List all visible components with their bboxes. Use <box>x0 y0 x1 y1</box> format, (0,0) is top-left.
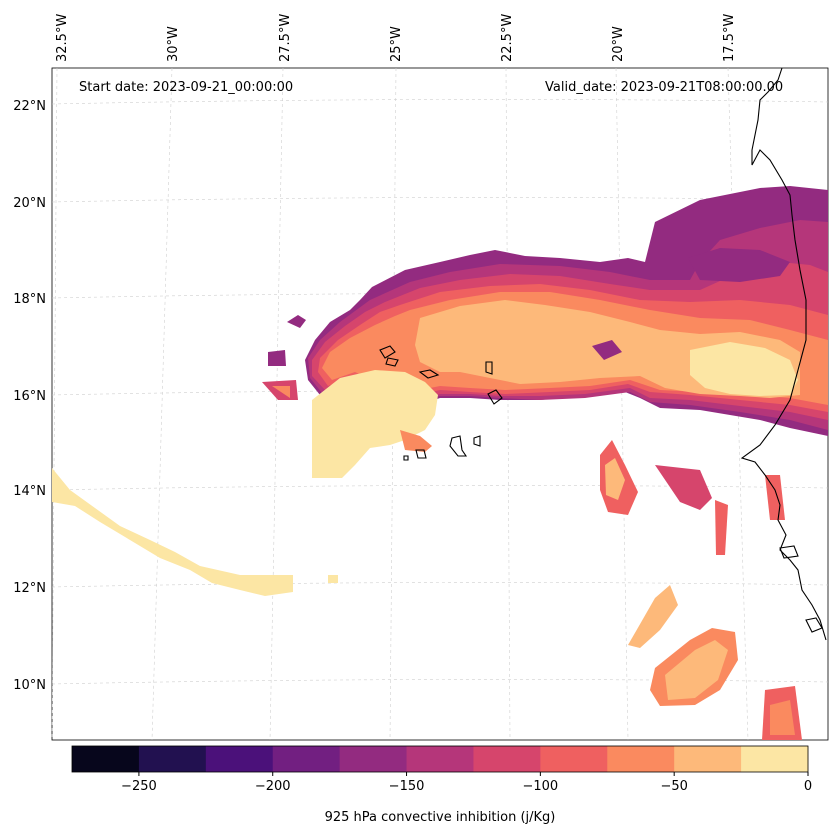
contour-region <box>715 500 728 555</box>
colorbar-swatch <box>674 746 742 772</box>
lat-label: 18°N <box>13 292 46 307</box>
contour-region <box>690 342 798 396</box>
gridline-lat <box>51 197 829 203</box>
contour-region <box>328 575 338 583</box>
gridline-lat <box>51 582 829 588</box>
contour-region <box>287 315 306 328</box>
lat-label: 20°N <box>13 196 46 211</box>
lat-label: 10°N <box>13 678 46 693</box>
start-date-label: Start date: 2023-09-21_00:00:00 <box>79 80 293 95</box>
colorbar-swatch <box>72 746 140 772</box>
gridline-lon <box>51 67 58 741</box>
island-outline <box>485 361 493 375</box>
gridline-lon <box>505 67 511 741</box>
valid-date-label: Valid_date: 2023-09-21T08:00:00.00 <box>545 80 783 95</box>
island-outline <box>487 389 503 405</box>
gridline-lat <box>51 485 829 491</box>
contour-region <box>312 370 438 478</box>
lat-label: 14°N <box>13 484 46 499</box>
colorbar-swatch <box>339 746 408 772</box>
contour-region <box>688 248 790 282</box>
contour-region <box>272 386 290 398</box>
gridline-lat <box>51 293 829 299</box>
island-outline <box>449 435 468 457</box>
contour-region <box>268 350 286 366</box>
africa-coastline <box>740 67 827 641</box>
contour-region <box>592 340 622 360</box>
lat-label: 12°N <box>13 581 46 596</box>
colorbar-tick-label: −150 <box>389 779 425 794</box>
colorbar-tick-label: −100 <box>523 779 559 794</box>
gridline-lat <box>51 99 829 105</box>
lon-label: 25°W <box>389 26 404 62</box>
cin-contours <box>52 186 828 740</box>
lat-label: 16°N <box>13 389 46 404</box>
colorbar-frame <box>71 745 809 773</box>
gridline-lon <box>151 67 173 741</box>
lat-label: 22°N <box>13 99 46 114</box>
colorbar-swatch <box>607 746 675 772</box>
lon-label: 20°W <box>611 26 626 62</box>
lon-label: 30°W <box>166 26 181 62</box>
contour-region <box>605 458 625 500</box>
colorbar-label: 925 hPa convective inhibition (j/Kg) <box>325 810 556 825</box>
latitude-labels: 22°N 20°N 18°N 16°N 14°N 12°N 10°N <box>13 99 46 693</box>
colorbar-tick-label: −50 <box>660 779 687 794</box>
coastlines <box>379 67 827 641</box>
colorbar-swatch <box>205 746 274 772</box>
colorbar-tick-label: −200 <box>255 779 291 794</box>
longitude-labels: 32.5°W 30°W 27.5°W 25°W 22.5°W 20°W 17.5… <box>55 14 737 62</box>
lon-label: 17.5°W <box>722 14 737 62</box>
colorbar-tick-label: 0 <box>804 779 812 794</box>
island-outline <box>473 435 481 447</box>
colorbar-swatch <box>272 746 341 772</box>
contour-region <box>628 585 678 648</box>
gridline-lat <box>51 390 829 396</box>
colorbar-tick-label: −250 <box>121 779 157 794</box>
island-outline <box>379 345 396 359</box>
colorbar-swatch <box>473 746 541 772</box>
colorbar-swatch <box>540 746 608 772</box>
gridline-lon <box>269 67 284 741</box>
island-outline <box>385 357 399 367</box>
gridline-lat <box>51 679 829 685</box>
colorbar-swatch <box>741 746 809 772</box>
island-outline <box>779 545 799 559</box>
island-outline <box>418 369 440 379</box>
island-outline <box>805 617 823 633</box>
colorbar-swatch <box>406 746 474 772</box>
island-outline <box>403 455 409 461</box>
lon-label: 32.5°W <box>55 14 70 62</box>
colorbar-swatch <box>138 746 207 772</box>
contour-region <box>665 640 728 700</box>
contour-region <box>400 430 432 452</box>
colorbar: −250 −200 −150 −100 −50 0 <box>71 745 812 794</box>
island-outline <box>415 449 427 459</box>
contour-region <box>770 700 795 735</box>
lon-label: 27.5°W <box>278 14 293 62</box>
gridline-lon <box>615 67 629 741</box>
lon-label: 22.5°W <box>500 14 515 62</box>
contour-region <box>655 465 712 510</box>
contour-region <box>52 468 293 596</box>
